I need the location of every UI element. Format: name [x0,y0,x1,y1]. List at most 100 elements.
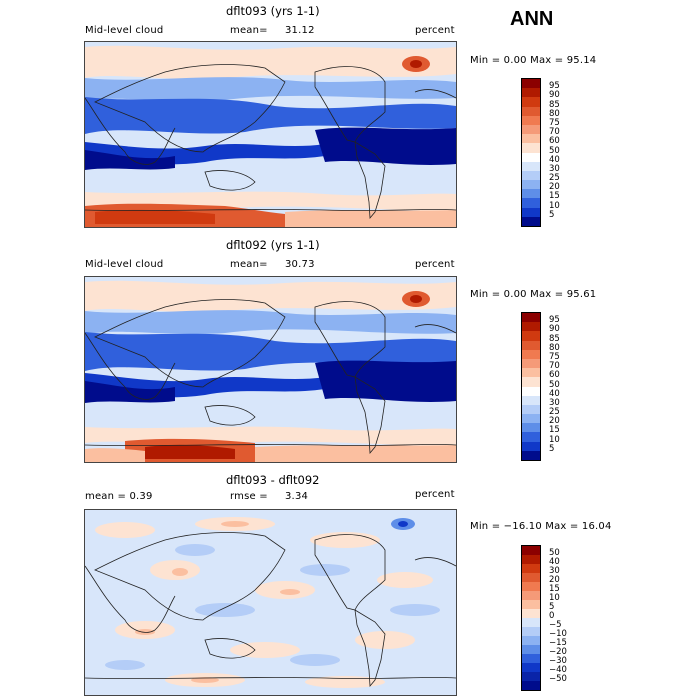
colorbar-segment [522,134,540,144]
colorbar-tick-label: 90 [549,90,560,101]
colorbar-segment [522,573,540,582]
panel-2-title: dflt092 (yrs 1-1) [226,238,320,252]
colorbar-segment [522,79,540,89]
panel-3-map [84,509,457,696]
colorbar-segment [522,207,540,217]
colorbar-segment [522,198,540,208]
colorbar-segment [522,645,540,654]
colorbar-tick-label: −50 [549,674,567,684]
panel-3-mean: mean = 0.39 [85,491,153,502]
colorbar-tick-label: 30 [549,163,560,174]
panel-1-title: dflt093 (yrs 1-1) [226,4,320,18]
colorbar-segment [522,340,540,350]
colorbar-segment [522,672,540,681]
colorbar-tick-label: 85 [549,333,560,344]
colorbar-tick-label: 10 [549,200,560,211]
colorbar-tick-label: 80 [549,108,560,119]
colorbar-segment [522,106,540,116]
colorbar-tick-label: 25 [549,173,560,184]
colorbar-segment [522,600,540,609]
colorbar-tick-label: −30 [549,656,567,666]
colorbar-tick-label: 50 [549,548,560,558]
colorbar-segment [522,115,540,125]
panel-3-rmse-label: rmse = [230,491,268,502]
panel-2-colorbar [521,312,541,461]
colorbar-segment [522,654,540,663]
colorbar-segment [522,88,540,98]
colorbar-segment [522,180,540,190]
panel-3-rmse-value: 3.34 [285,491,309,502]
colorbar-segment [522,170,540,181]
colorbar-tick-label: 30 [549,397,560,408]
colorbar-segment [522,564,540,573]
colorbar-tick-label: 15 [549,191,560,202]
colorbar-segment [522,591,540,600]
colorbar-tick-label: 70 [549,127,560,138]
colorbar-segment [522,441,540,451]
colorbar-segment [522,124,540,135]
colorbar-tick-label: 5 [549,209,555,220]
panel-1-colorbar [521,78,541,227]
colorbar-tick-label: 5 [549,602,555,612]
colorbar-segment [522,546,540,555]
colorbar-segment [522,322,540,332]
colorbar-tick-label: 95 [549,315,560,326]
colorbar-tick-label: 75 [549,351,560,362]
colorbar-segment [522,618,540,627]
panel-2-mean-label: mean= [230,259,268,270]
colorbar-tick-label: 70 [549,361,560,372]
panel-2-map [84,276,457,463]
colorbar-tick-label: 75 [549,117,560,128]
colorbar-tick-label: 20 [549,575,560,585]
colorbar-segment [522,681,540,690]
colorbar-segment [522,331,540,341]
colorbar-segment [522,161,540,171]
colorbar-tick-label: 15 [549,425,560,436]
colorbar-segment [522,663,540,672]
colorbar-segment [522,358,540,369]
colorbar-tick-label: 40 [549,154,560,165]
colorbar-tick-label: 50 [549,145,560,156]
colorbar-tick-label: 10 [549,434,560,445]
colorbar-segment [522,377,540,387]
colorbar-tick-label: 10 [549,593,560,603]
panel-1-mean-value: 31.12 [285,25,315,36]
colorbar-segment [522,189,540,199]
panel-1-units: percent [415,25,455,36]
panel-3-units: percent [415,489,455,500]
panel-3-minmax: Min = −16.10 Max = 16.04 [470,521,612,532]
colorbar-segment [522,216,540,226]
panel-1-minmax: Min = 0.00 Max = 95.14 [470,55,597,66]
colorbar-segment [522,386,540,396]
colorbar-segment [522,627,540,636]
colorbar-segment [522,313,540,323]
colorbar-tick-label: 85 [549,99,560,110]
colorbar-tick-label: 15 [549,584,560,594]
colorbar-tick-label: 25 [549,407,560,418]
colorbar-tick-label: 0 [549,611,555,621]
colorbar-segment [522,609,540,618]
colorbar-tick-label: 60 [549,136,560,147]
panel-1-map [84,41,457,228]
colorbar-segment [522,152,540,162]
colorbar-tick-label: 90 [549,324,560,335]
panel-2-units: percent [415,259,455,270]
colorbar-tick-label: 30 [549,566,560,576]
colorbar-segment [522,414,540,424]
colorbar-tick-label: 40 [549,388,560,399]
colorbar-segment [522,555,540,564]
colorbar-tick-label: −40 [549,665,567,675]
colorbar-tick-label: 20 [549,182,560,193]
colorbar-tick-label: 60 [549,370,560,381]
colorbar-segment [522,349,540,359]
panel-2-minmax: Min = 0.00 Max = 95.61 [470,289,597,300]
colorbar-segment [522,432,540,442]
colorbar-tick-label: −15 [549,638,567,648]
colorbar-tick-label: −10 [549,629,567,639]
colorbar-segment [522,97,540,107]
colorbar-segment [522,636,540,645]
colorbar-segment [522,395,540,405]
colorbar-tick-label: 40 [549,557,560,567]
colorbar-tick-label: 20 [549,416,560,427]
panel-1-variable: Mid-level cloud [85,25,164,36]
